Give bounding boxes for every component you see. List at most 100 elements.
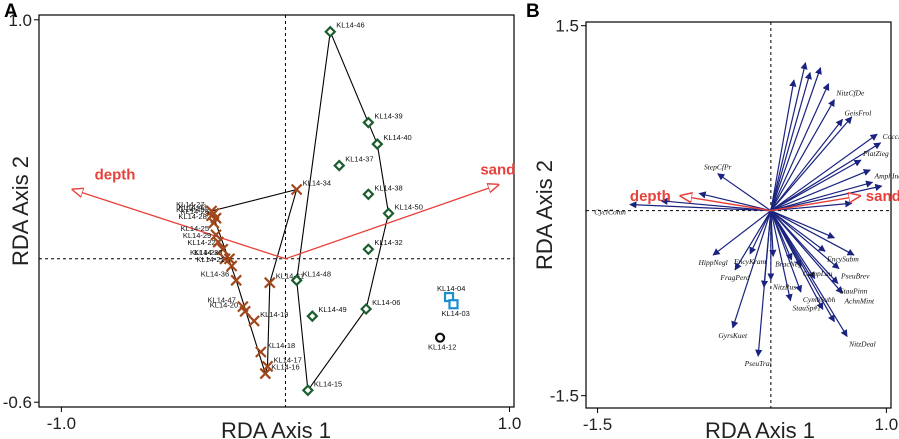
env-label-depth: depth — [95, 166, 136, 183]
env-label-b-sand: sand — [866, 188, 899, 205]
group-circle-marker — [434, 332, 446, 343]
species-vector — [770, 133, 878, 212]
y-axis-title-b: RDA Axis 2 — [532, 160, 557, 270]
species-vector — [770, 169, 871, 212]
site-label: KL14-32 — [374, 238, 402, 247]
site-label: KL14-26 — [181, 207, 209, 216]
site-label: KL14-39 — [374, 112, 402, 121]
species-label-amphinds: AmphInds — [874, 171, 899, 180]
site-label: KL14-16 — [271, 363, 299, 372]
group-diamond-marker — [301, 384, 314, 397]
site-label: KL14-34 — [303, 178, 331, 187]
site-label: KL14-17 — [274, 355, 302, 364]
x-tick-label-a: 1.0 — [498, 414, 522, 433]
plot-frame-a — [38, 14, 515, 408]
env-vector-b-depth — [681, 196, 771, 212]
x-stroke — [290, 183, 303, 196]
site-label: KL14-12 — [428, 343, 456, 352]
x-axis-title-b: RDA Axis 1 — [705, 418, 815, 439]
group-diamond-marker — [360, 302, 373, 316]
group-diamond-marker — [290, 274, 303, 287]
species-vector — [770, 116, 853, 212]
site-label: KL14-06 — [372, 298, 400, 307]
site-label: KL14-2x — [190, 248, 218, 257]
species-vector-nitzdeal — [770, 210, 848, 338]
y-tick-label-a: 1.0 — [8, 11, 32, 30]
species-label-stepcfpr: StepCfPr — [704, 163, 732, 172]
site-label: KL14-25 — [181, 224, 209, 233]
species-vector — [770, 200, 853, 212]
group-square-marker — [448, 299, 459, 310]
site-label: KL14-28 — [178, 212, 206, 221]
site-label: KL14-22 — [187, 238, 215, 247]
species-label-encykram: EncyKram — [733, 257, 767, 266]
site-label: KL14-43 — [178, 202, 206, 211]
species-label-platzieg: PlatZieg — [862, 149, 889, 158]
group-diamond-marker — [362, 116, 375, 129]
x-stroke — [210, 229, 222, 241]
y-axis-title-a: RDA Axis 2 — [8, 156, 33, 266]
site-label: KL14-48 — [303, 269, 331, 278]
group-x-marker — [255, 346, 267, 358]
species-label-coccplac: CoccPlac — [883, 132, 899, 141]
species-label-camplau: CampLau — [803, 269, 833, 278]
species-label-stausp-1: StauSp#1 — [792, 304, 820, 313]
group-x-marker — [230, 274, 242, 287]
species-label-encysubm: EncySubm — [826, 254, 859, 263]
group-x-marker — [212, 236, 225, 248]
species-vector — [770, 183, 883, 212]
species-vector — [770, 210, 855, 256]
plot-frame-b — [585, 21, 892, 409]
species-label-achnmint: AchnMint — [843, 296, 874, 305]
x-stroke — [261, 360, 274, 373]
x-stroke — [212, 236, 225, 248]
species-label-staupinn: StauPinn — [840, 286, 868, 295]
panel-letter-a: A — [4, 1, 18, 22]
site-label: KL14-20 — [210, 300, 238, 309]
group-diamond-marker — [362, 243, 375, 256]
species-vector-pseutrai — [755, 210, 772, 357]
species-vector-nitzcfde — [770, 99, 835, 211]
x-tick-label-b: 1.0 — [875, 415, 899, 434]
site-label: KL14-47 — [208, 296, 236, 305]
x-stroke — [205, 210, 218, 222]
group-x-marker — [239, 305, 251, 318]
species-label-nitzdeal: NitzDeal — [848, 339, 876, 348]
species-vector-achnmint — [770, 210, 843, 294]
x-stroke — [207, 217, 220, 229]
group-diamond-marker — [371, 138, 384, 151]
site-label: KL14-46 — [336, 21, 364, 30]
x-axis-title-a: RDA Axis 1 — [221, 418, 331, 439]
group-diamond-marker — [324, 25, 337, 38]
group-x-marker — [207, 217, 220, 229]
group-x-marker — [264, 276, 276, 289]
x-tick-label-a: -1.0 — [47, 414, 76, 433]
site-label: KL14-03 — [442, 309, 470, 318]
site-label: KL14-15 — [314, 379, 342, 388]
species-vector-geisfrol — [770, 118, 843, 212]
panel-letter-b: B — [526, 1, 540, 22]
species-label-gyrskuet: GyrsKuet — [718, 331, 748, 340]
species-vector — [698, 191, 771, 212]
x-stroke — [264, 276, 276, 289]
species-vector — [770, 79, 797, 211]
x-stroke — [237, 300, 249, 313]
site-label: KL14-29 — [183, 231, 211, 240]
panel-b: B -1.5 1.0 1.5 -1.5 depth sand NitzCfDe GeisFro… — [526, 1, 899, 439]
env-vector-b-sand — [770, 196, 860, 212]
y-tick-label-b: -1.5 — [550, 387, 579, 406]
site-label: KL14-50 — [395, 202, 423, 211]
env-label-sand: sand — [480, 162, 515, 179]
x-stroke — [219, 253, 231, 265]
x-stroke — [255, 346, 267, 358]
plot-area-b: -1.5 1.0 1.5 -1.5 depth sand NitzCfDe GeisFrol C… — [550, 17, 899, 434]
group-diamond-marker — [362, 188, 375, 201]
x-stroke — [223, 253, 236, 265]
site-label: KL14-19 — [260, 310, 288, 319]
site-label: KL14-18 — [267, 341, 295, 350]
species-vector-cymbsubh — [770, 210, 803, 293]
env-label-b-depth: depth — [630, 188, 671, 205]
site-label: KL14-30 — [194, 248, 222, 257]
species-label-pseubrev: PseuBrev — [840, 272, 870, 281]
